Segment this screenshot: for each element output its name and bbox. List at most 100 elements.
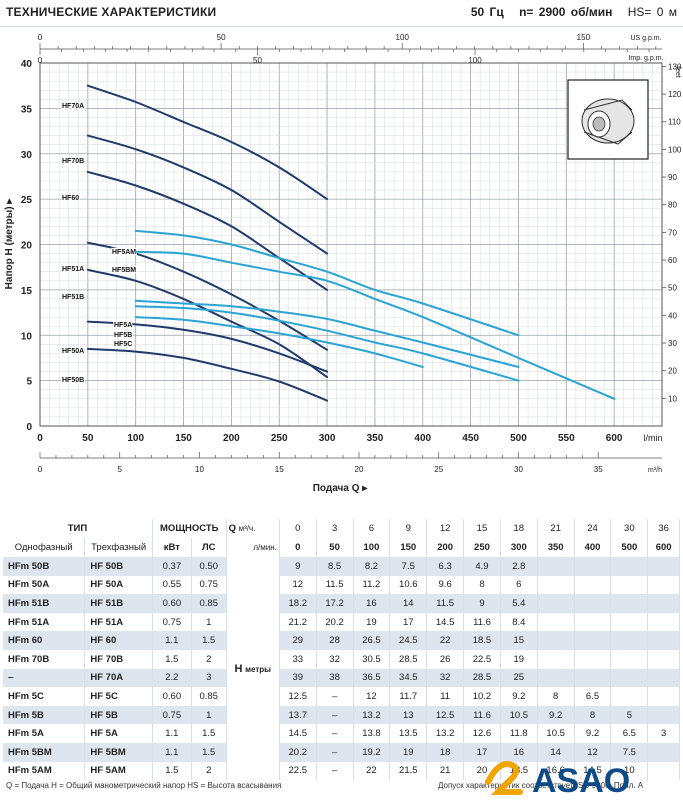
head-value: 19 xyxy=(389,742,428,762)
head-value xyxy=(574,631,612,650)
power-hp: 0.85 xyxy=(191,594,227,613)
head-value: 6.5 xyxy=(574,687,612,706)
head-value: 6.3 xyxy=(426,557,465,576)
q-m3h-value: 6 xyxy=(353,519,391,538)
h-unit-label: H метры xyxy=(226,557,280,781)
curve-hf70b xyxy=(86,134,329,255)
q-lmin-value: 500 xyxy=(610,538,649,557)
performance-curves: HF70A HF70B HF60 HF51A HF51B HF50A HF50B HF5AM H… xyxy=(61,84,616,402)
three-phase-model: HF 70B xyxy=(84,649,153,669)
head-value: 38 xyxy=(316,668,354,688)
operating-spec: 50 Гц n= 2900 об/мин HS= 0 м xyxy=(471,5,677,19)
head-value xyxy=(610,668,649,688)
power-hp: 2 xyxy=(191,761,227,781)
q-lmin-value: 250 xyxy=(463,538,501,557)
y-tick-label: 35 xyxy=(21,104,33,115)
feet-tick-label: 30 xyxy=(668,339,677,348)
head-value xyxy=(537,631,575,650)
x-tick-label: 450 xyxy=(462,433,479,444)
q-m3h-value: 3 xyxy=(316,519,354,538)
feet-tick-label: 90 xyxy=(668,173,677,182)
feet-tick-label: 100 xyxy=(668,145,682,154)
head-value: 11.6 xyxy=(463,705,501,725)
head-value: 11.5 xyxy=(426,594,465,613)
head-value: 10.5 xyxy=(500,705,538,725)
y-axis-title: Напор H (метры) ▸ xyxy=(4,198,15,290)
table-row: HFm 5C HF 5C 0.60 0.85 12.5–12 11.7 11 10.2 9.2 8… xyxy=(3,687,680,706)
head-value: – xyxy=(316,687,354,706)
imp-gpm-tick-label: 0 xyxy=(38,56,43,65)
suction-height-label: HS= 0 м xyxy=(627,5,677,19)
m3h-tick-label: 15 xyxy=(275,465,284,474)
single-phase-model: – xyxy=(3,668,86,688)
lmin-header: л/мин. xyxy=(226,538,280,557)
q-lmin-value: 100 xyxy=(353,538,391,557)
table-row: HFm 50B HF 50B 0.37 0.50 H метры 9 8.5 8.2 7.5 6.… xyxy=(3,557,680,781)
curve-hf5bm xyxy=(134,250,616,400)
head-value: 21.2 xyxy=(279,612,317,632)
head-value: 10.5 xyxy=(537,724,575,743)
power-hp: 1 xyxy=(191,705,227,725)
three-phase-header: Трехфазный xyxy=(84,538,153,557)
three-phase-model: HF 5A xyxy=(84,724,153,743)
head-value xyxy=(647,612,680,632)
m3h-tick-label: 25 xyxy=(434,465,443,474)
series-label-hf50a: HF50A xyxy=(62,348,84,355)
head-value: 11.6 xyxy=(463,612,501,632)
head-value: 6.5 xyxy=(610,724,649,743)
head-value xyxy=(537,575,575,595)
m3h-tick-label: 0 xyxy=(38,465,43,474)
head-value: 29 xyxy=(279,631,317,650)
head-value: 9.2 xyxy=(500,687,538,706)
curve-hf5am xyxy=(134,229,520,337)
power-hp: 1.5 xyxy=(191,742,227,762)
head-value: 32 xyxy=(316,649,354,669)
spec-table: ТИП МОЩНОСТЬ Q м³/ч. 0 3 6 9 12 15 18 21 24 30 36 Одно… xyxy=(3,519,680,781)
table-row: HFm 5BM HF 5BM 1.1 1.5 20.2–19.2 19 18 17 16 14 12… xyxy=(3,742,680,762)
three-phase-model: HF 5B xyxy=(84,705,153,725)
us-gpm-unit-label: US g.p.m. xyxy=(630,35,661,42)
head-value: 16 xyxy=(500,742,538,762)
head-value: 12 xyxy=(279,575,317,595)
page-header: ТЕХНИЧЕСКИЕ ХАРАКТЕРИСТИКИ 50 Гц n= 2900… xyxy=(0,0,683,27)
head-value: – xyxy=(316,742,354,762)
series-label-hf5a: HF5A xyxy=(114,322,132,329)
head-value: 9.2 xyxy=(574,724,612,743)
curve-hf5c xyxy=(134,316,424,368)
head-value: 21.5 xyxy=(389,761,428,781)
head-value: 17 xyxy=(463,742,501,762)
x-tick-label: 300 xyxy=(319,433,336,444)
power-kw: 0.60 xyxy=(152,594,192,613)
head-value: 8 xyxy=(574,705,612,725)
head-value: 16.6 xyxy=(537,761,575,781)
curve-hf5b xyxy=(134,305,520,382)
q-lmin-value: 300 xyxy=(500,538,538,557)
power-hp: 0.85 xyxy=(191,687,227,706)
head-value xyxy=(647,575,680,595)
x-tick-label: 400 xyxy=(414,433,431,444)
feet-tick-label: 60 xyxy=(668,256,677,265)
feet-tick-label: 10 xyxy=(668,394,677,403)
head-value: 7.5 xyxy=(389,557,428,576)
us-gpm-tick-label: 0 xyxy=(38,33,43,42)
y-tick-label: 10 xyxy=(21,331,33,342)
x-tick-label: 350 xyxy=(367,433,384,444)
head-value: 25 xyxy=(500,668,538,688)
head-value xyxy=(610,557,649,576)
table-row: HFm 70B HF 70B 1.5 2 33 32 30.5 28.5 26 22.5 19 xyxy=(3,649,680,669)
head-value: 10.2 xyxy=(463,687,501,706)
x-tick-label: 100 xyxy=(127,433,144,444)
head-value xyxy=(610,649,649,669)
head-value: 18.2 xyxy=(279,594,317,613)
head-value: 17 xyxy=(389,612,428,632)
head-value: 22.5 xyxy=(463,649,501,669)
head-value: 2.8 xyxy=(500,557,538,576)
q-m3h-value: 30 xyxy=(610,519,649,538)
single-phase-model: HFm 50A xyxy=(3,575,86,595)
head-value: 14.5 xyxy=(426,612,465,632)
single-phase-model: HFm 5B xyxy=(3,705,86,725)
head-value: 32 xyxy=(426,668,465,688)
q-m3h-value: 18 xyxy=(500,519,538,538)
q-lmin-value: 50 xyxy=(316,538,354,557)
head-value: 33 xyxy=(279,649,317,669)
